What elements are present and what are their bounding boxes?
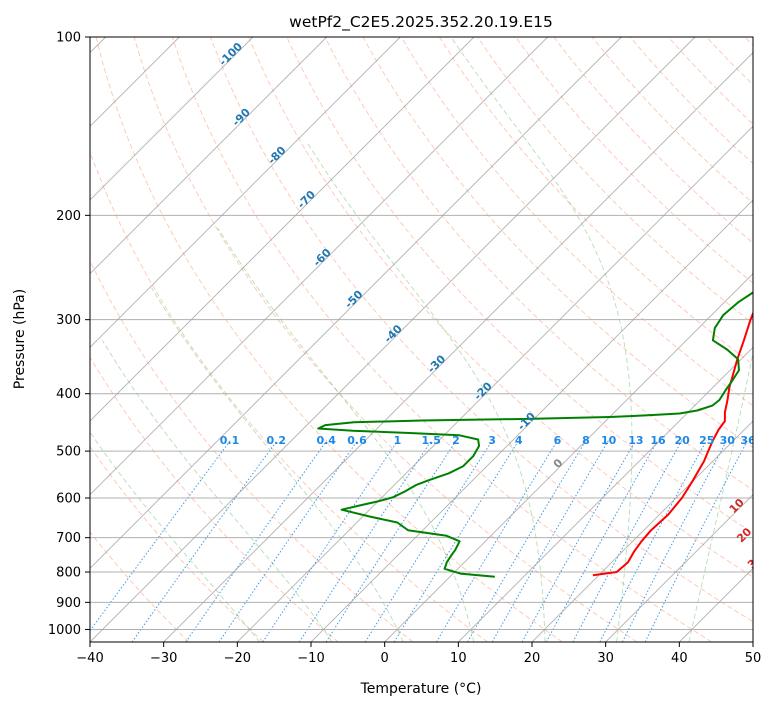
moist-adiabat-line [101,340,333,642]
mixing-ratio-label: 4 [515,434,523,447]
data-series [317,291,753,578]
mixing-ratio-line [364,440,493,642]
y-tick-label: 800 [56,566,81,581]
mixing-ratio-line [262,440,399,642]
mixing-ratio-label: 0.4 [316,434,336,447]
mixing-ratio-label: 13 [628,434,643,447]
dry-adiabat-line [248,37,753,578]
dry-adiabat-line [400,37,753,407]
x-tick-label: 10 [450,651,467,666]
mixing-ratio-label: 6 [554,434,562,447]
mixing-ratio-label: 36 [740,434,756,447]
mixing-ratio-label: 8 [582,434,590,447]
temperature-profile [592,310,753,577]
dry-adiabat-line [324,37,753,491]
isotherm-gridline [90,37,401,348]
mixing-ratio-label: 30 [720,434,736,447]
y-tick-label: 200 [56,209,81,224]
y-tick-label: 900 [56,596,81,611]
isotherm-gridline [90,37,622,569]
y-tick-label: 300 [56,313,81,328]
axes: −40 −30 −20 −10 0 10 20 30 40 5010020030040050060… [48,31,761,667]
mixing-ratio-line [298,440,432,642]
mixing-ratio-line [599,440,707,642]
moist-adiabat-line [450,37,633,642]
y-tick-label: 1000 [48,623,81,638]
dry-adiabat-line [553,37,753,244]
isotherm-gridline [90,37,254,201]
dry-adiabat-line [95,37,563,642]
mixing-ratio-label: 16 [650,434,666,447]
mixing-ratio-line [325,440,457,642]
plot-frame [89,36,754,643]
mixing-ratio-label: 2 [452,434,460,447]
x-tick-label: 50 [745,651,762,666]
mixing-ratio-label: 1 [394,434,402,447]
x-tick-label: −40 [76,651,103,666]
y-tick-label: 600 [56,492,81,507]
mixing-ratio-label: 25 [699,434,714,447]
x-tick-label: 30 [597,651,614,666]
isotherm-gridline [531,420,753,642]
mixing-ratio-label: 1.5 [421,434,441,447]
dry-adiabat-line [90,259,414,642]
isotherm-gridline [90,37,696,642]
chart-title: wetPf2_C2E5.2025.352.20.19.E15 [289,13,553,32]
dry-adiabat-line [171,37,712,642]
isotherm-gridline [310,199,753,642]
dry-adiabat-line [90,150,488,642]
y-tick-label: 700 [56,531,81,546]
moist-adiabat-line [688,350,753,642]
mixing-ratio-label: 0.6 [347,434,367,447]
moist-adiabat-line [90,431,261,642]
isotherm-gridline [458,346,753,642]
y-axis-label: Pressure (hPa) [12,289,28,389]
moist-adiabat-label: 20 [734,525,754,545]
dewpoint-profile [317,291,753,578]
x-tick-label: 0 [381,651,389,666]
dry-adiabat-line [477,37,753,325]
isotherm-gridline [237,125,753,642]
x-tick-label: 40 [671,651,688,666]
mixing-ratio-line [491,440,609,642]
mixing-ratio-label: 10 [601,434,617,447]
isotherm-gridline [384,273,753,642]
x-tick-label: −30 [150,651,177,666]
mixing-ratio-line [185,440,328,642]
isotherm-gridline [90,37,475,422]
x-tick-label: 20 [524,651,541,666]
dry-adiabat-line [133,37,638,642]
moist-adiabat-line [217,227,475,642]
mixing-ratio-line [435,440,558,642]
y-tick-label: 500 [56,445,81,460]
dry-adiabat-line [286,37,753,534]
dry-adiabat-line [591,37,753,204]
isotherm-gridline [90,37,327,275]
x-tick-label: −20 [224,651,251,666]
isotherm-gridline [90,37,548,496]
mixing-ratio-label: 0.1 [220,434,240,447]
x-tick-label: −10 [297,651,324,666]
isotherm-gridline [163,52,753,642]
plot-area [90,37,753,642]
mixing-ratio-line [218,440,358,642]
moist-adiabat-label: 30 [745,551,765,571]
mixing-ratio-line [621,440,728,642]
dry-adiabat-line [210,37,753,623]
y-tick-label: 400 [56,387,81,402]
x-axis-label: Temperature (°C) [360,681,482,697]
mixing-ratio-label: 20 [675,434,691,447]
mixing-ratio-line [467,440,587,642]
isotherm-gridline [605,494,753,642]
dry-adiabat-line [439,37,753,365]
y-tick-label: 100 [56,31,81,46]
background-lines [90,37,753,642]
mixing-ratio-label: 0.2 [267,434,287,447]
mixing-ratio-line [572,440,683,642]
dry-adiabat-line [90,531,190,642]
dry-adiabat-line [90,356,339,642]
mixing-ratio-label: 3 [488,434,496,447]
